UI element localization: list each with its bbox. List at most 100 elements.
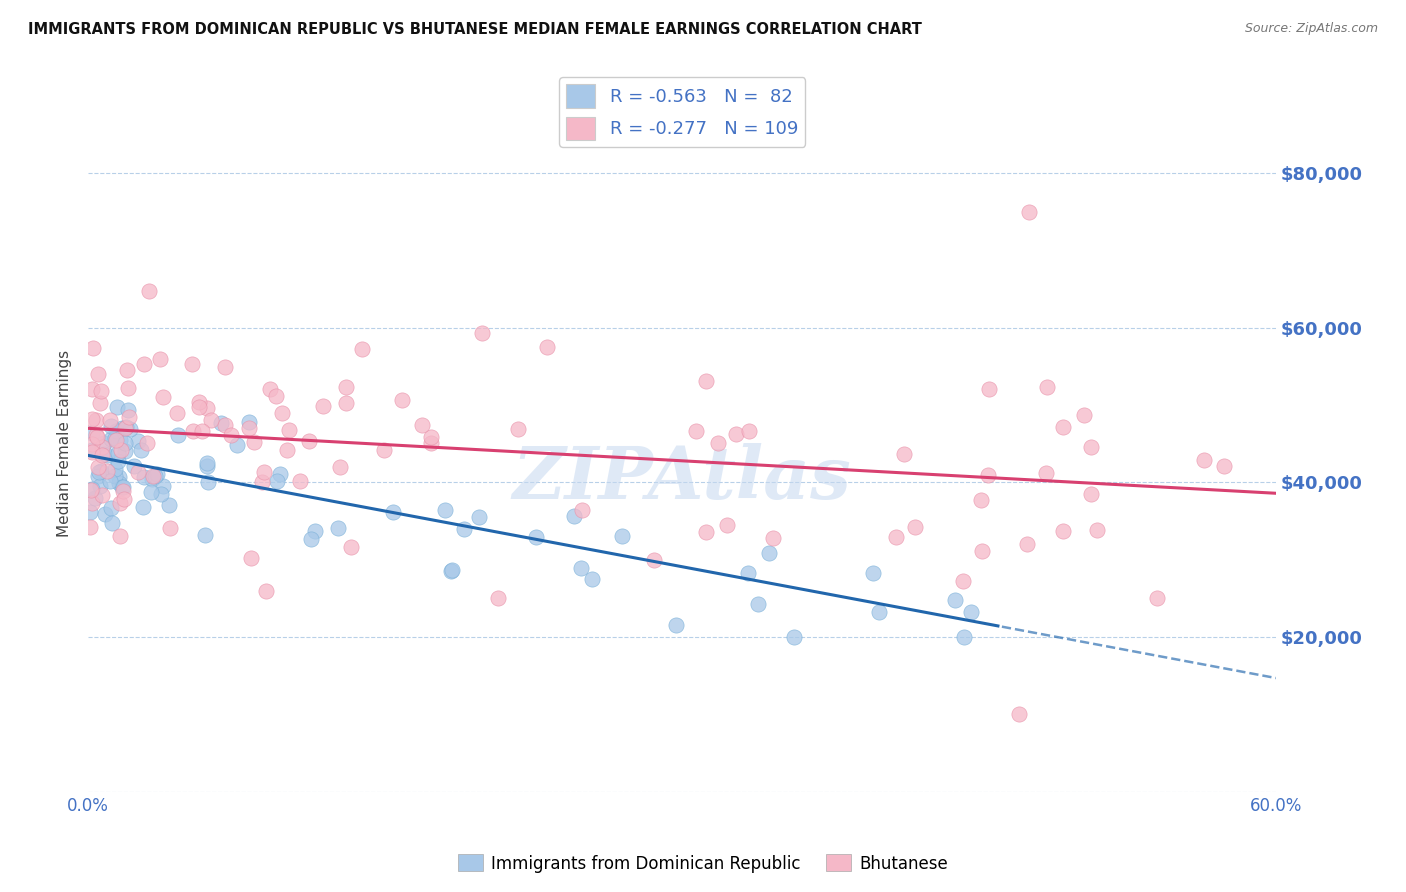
Point	[904, 520, 927, 534]
Point	[952, 630, 974, 644]
Point	[209, 416, 232, 430]
Point	[581, 572, 603, 586]
Point	[1035, 380, 1057, 394]
Point	[391, 393, 413, 408]
Point	[80, 442, 103, 457]
Point	[90, 384, 112, 399]
Point	[411, 417, 433, 432]
Point	[146, 467, 169, 482]
Point	[110, 433, 132, 447]
Point	[716, 518, 738, 533]
Point	[1212, 459, 1234, 474]
Point	[94, 507, 117, 521]
Point	[166, 406, 188, 420]
Point	[952, 574, 974, 588]
Point	[350, 342, 373, 356]
Point	[152, 390, 174, 404]
Point	[562, 509, 585, 524]
Point	[104, 431, 127, 445]
Point	[104, 469, 127, 483]
Point	[238, 420, 260, 434]
Point	[191, 424, 214, 438]
Point	[433, 502, 456, 516]
Point	[82, 437, 104, 451]
Point	[181, 357, 204, 371]
Point	[82, 382, 104, 396]
Point	[486, 591, 509, 606]
Point	[1146, 591, 1168, 606]
Point	[93, 447, 115, 461]
Point	[695, 525, 717, 540]
Point	[105, 400, 128, 414]
Point	[80, 483, 103, 498]
Point	[114, 444, 136, 458]
Point	[440, 564, 463, 578]
Point	[84, 428, 107, 442]
Point	[80, 425, 103, 440]
Point	[112, 483, 135, 498]
Point	[506, 422, 529, 436]
Point	[114, 420, 136, 434]
Point	[86, 430, 108, 444]
Point	[977, 467, 1000, 482]
Point	[117, 402, 139, 417]
Point	[707, 435, 730, 450]
Point	[89, 396, 111, 410]
Point	[340, 540, 363, 554]
Point	[108, 529, 131, 543]
Point	[868, 605, 890, 619]
Point	[1192, 453, 1215, 467]
Point	[762, 532, 785, 546]
Point	[104, 424, 127, 438]
Point	[271, 406, 294, 420]
Point	[134, 470, 156, 484]
Point	[101, 516, 124, 531]
Point	[612, 529, 634, 543]
Point	[100, 432, 122, 446]
Point	[142, 469, 165, 483]
Point	[195, 456, 218, 470]
Point	[1073, 408, 1095, 422]
Point	[80, 445, 103, 459]
Point	[1080, 487, 1102, 501]
Point	[737, 566, 759, 580]
Point	[960, 605, 983, 619]
Point	[254, 584, 277, 599]
Point	[79, 505, 101, 519]
Point	[1080, 440, 1102, 454]
Point	[253, 466, 276, 480]
Point	[382, 505, 405, 519]
Point	[326, 521, 349, 535]
Point	[225, 438, 247, 452]
Point	[149, 351, 172, 366]
Point	[143, 469, 166, 483]
Text: ZIPAtlas: ZIPAtlas	[513, 443, 852, 514]
Point	[195, 401, 218, 415]
Point	[524, 529, 547, 543]
Point	[157, 498, 180, 512]
Point	[114, 435, 136, 450]
Point	[84, 413, 107, 427]
Point	[90, 464, 112, 478]
Point	[288, 474, 311, 488]
Point	[110, 443, 132, 458]
Point	[107, 476, 129, 491]
Point	[264, 389, 287, 403]
Point	[194, 527, 217, 541]
Point	[139, 485, 162, 500]
Legend: Immigrants from Dominican Republic, Bhutanese: Immigrants from Dominican Republic, Bhut…	[451, 847, 955, 880]
Point	[159, 521, 181, 535]
Point	[80, 495, 103, 509]
Point	[643, 553, 665, 567]
Point	[188, 395, 211, 409]
Point	[167, 428, 190, 442]
Point	[96, 464, 118, 478]
Point	[329, 460, 352, 475]
Point	[107, 445, 129, 459]
Y-axis label: Median Female Earnings: Median Female Earnings	[58, 351, 72, 537]
Point	[1018, 205, 1040, 219]
Point	[943, 593, 966, 607]
Point	[665, 617, 688, 632]
Point	[884, 530, 907, 544]
Point	[304, 524, 326, 539]
